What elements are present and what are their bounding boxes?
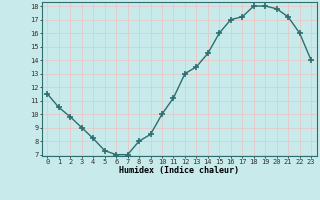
X-axis label: Humidex (Indice chaleur): Humidex (Indice chaleur) (119, 166, 239, 175)
